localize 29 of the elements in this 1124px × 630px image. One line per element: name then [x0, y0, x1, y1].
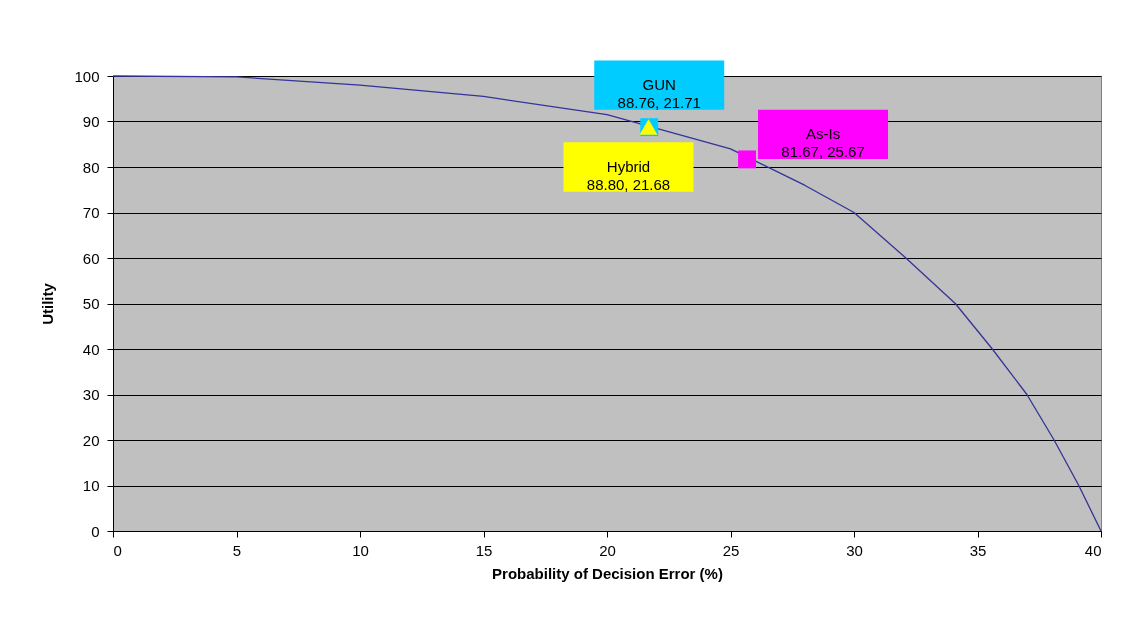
data-label: 88.76, 21.71	[617, 94, 701, 112]
data-label: 81.67, 25.67	[781, 143, 865, 161]
x-tick-label: 10	[352, 541, 369, 559]
text: As-Is	[805, 125, 841, 143]
x-tick-label: 35	[969, 541, 987, 559]
x-tick-label: 0	[113, 541, 122, 559]
point	[738, 150, 756, 169]
x-tick-label: 20	[599, 541, 616, 559]
y-tick-label: 0	[91, 522, 100, 540]
y-tick-label: 100	[74, 67, 100, 85]
x-tick-label: 15	[475, 541, 493, 559]
data-label: 88.80, 21.68	[586, 175, 671, 193]
series-label: GUN	[642, 76, 676, 94]
y-tick-label: 70	[82, 204, 100, 221]
x-tick-label: 25	[722, 541, 740, 559]
x-tick-label: 30	[846, 541, 863, 559]
y-tick-label: 80	[82, 158, 100, 176]
y-tick-label: 10	[82, 477, 100, 494]
y-tick-label: 50	[82, 295, 100, 312]
x-tick-label: 5	[232, 541, 242, 559]
y-tick-label: 40	[82, 340, 100, 358]
x-tick-label: 40	[1084, 541, 1102, 559]
y-tick-label: 20	[82, 431, 100, 449]
y-tick-label: 90	[82, 113, 100, 130]
y-axis-title: Utility	[39, 282, 57, 325]
x-axis-title: Probability of Decision Error (%)	[492, 564, 723, 582]
series-label: Hybrid	[606, 157, 651, 175]
y-tick-label: 30	[82, 386, 100, 403]
y-tick-label: 60	[82, 249, 100, 267]
